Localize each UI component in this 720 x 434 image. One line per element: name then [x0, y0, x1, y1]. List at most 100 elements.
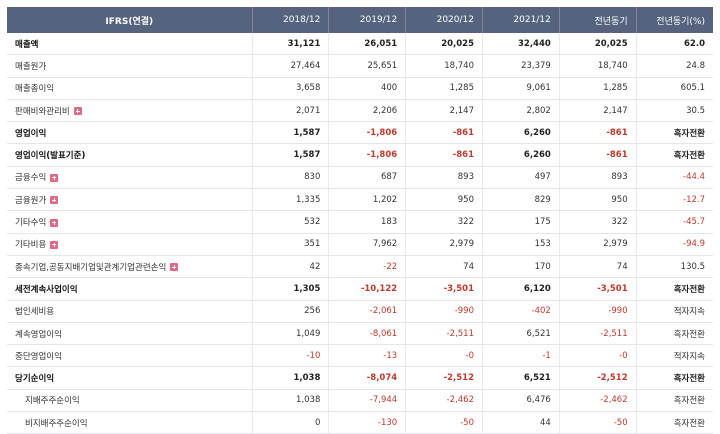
value-cell: -3,501 [405, 277, 483, 301]
value-cell: -12.7 [636, 188, 713, 212]
row-label-cell[interactable]: 금융수익 [7, 166, 253, 190]
value-cell: 3,658 [252, 77, 330, 100]
column-header: 전년동기(%) [636, 7, 713, 33]
value-cell: 20,025 [559, 33, 637, 56]
value-cell: -45.7 [636, 210, 713, 234]
value-cell: 1,587 [252, 121, 330, 145]
value-cell: 62.0 [636, 33, 713, 56]
value-cell: -2,462 [405, 389, 483, 413]
row-label-cell[interactable]: 금융원가 [7, 188, 253, 212]
expand-plus-icon[interactable] [170, 263, 179, 272]
row-label: 비지배주주순이익 [25, 418, 88, 429]
row-label-cell: 계속영업이익 [7, 322, 253, 346]
value-cell: 605.1 [636, 77, 713, 100]
value-cell: -861 [405, 121, 483, 145]
value-cell: -10 [252, 344, 330, 368]
row-label-cell[interactable]: 기타비용 [7, 233, 253, 256]
column-header: 전년동기 [559, 7, 637, 33]
value-cell: 0 [252, 411, 330, 434]
value-cell: 6,476 [482, 389, 560, 413]
value-cell: 20,025 [405, 33, 483, 56]
table-row: 세전계속사업이익 1,305 -10,122 -3,501 6,120 -3,501 흑자전… [7, 277, 713, 301]
value-cell: 6,260 [482, 121, 560, 145]
value-cell: 9,061 [482, 77, 560, 100]
row-label-cell: 매출액 [7, 33, 253, 56]
row-label: 지배주주순이익 [25, 396, 80, 407]
value-cell: 153 [482, 233, 560, 256]
expand-plus-icon[interactable] [50, 218, 59, 227]
table-row: 금융수익 830 687 893 497 893 -44.4 [7, 166, 713, 190]
value-cell: 532 [252, 210, 330, 234]
value-cell: -861 [559, 143, 637, 167]
value-cell: 1,335 [252, 188, 330, 212]
row-label: 영업이익(발표기준) [15, 151, 86, 162]
value-cell: -402 [482, 300, 560, 323]
value-cell: 42 [252, 255, 330, 279]
value-cell: -2,462 [559, 389, 637, 413]
value-cell: 25,651 [328, 54, 407, 78]
row-label-cell: 세전계속사업이익 [7, 277, 253, 301]
value-cell: 2,071 [252, 99, 330, 123]
value-cell: 31,121 [252, 33, 330, 56]
value-cell: 1,038 [252, 389, 330, 413]
row-label: 중단영업이익 [15, 351, 62, 362]
row-label: 기타수익 [15, 218, 47, 229]
table-row: 매출액 31,121 26,051 20,025 32,440 20,025 62.0 [7, 33, 713, 56]
value-cell: 497 [482, 166, 560, 190]
table-row: 당기순이익 1,038 -8,074 -2,512 6,521 -2,512 흑자전환 [7, 366, 713, 390]
value-cell: 950 [405, 188, 483, 212]
value-cell: 18,740 [405, 54, 483, 78]
expand-plus-icon[interactable] [73, 107, 82, 116]
value-cell: 1,202 [328, 188, 407, 212]
value-cell: 6,120 [482, 277, 560, 301]
expand-plus-icon[interactable] [50, 196, 59, 205]
table-row: 법인세비용 256 -2,061 -990 -402 -990 적자지속 [7, 300, 713, 323]
value-cell: 829 [482, 188, 560, 212]
value-cell: 24.8 [636, 54, 713, 78]
table-row: 기타비용 351 7,962 2,979 153 2,979 -94.9 [7, 233, 713, 256]
value-cell: 1,587 [252, 143, 330, 167]
row-label: 매출액 [15, 39, 39, 50]
value-cell: -3,501 [559, 277, 637, 301]
column-header: 2020/12 [405, 7, 483, 33]
value-cell: 74 [405, 255, 483, 279]
column-header: IFRS(연결) [7, 7, 253, 33]
table-body: 매출액 31,121 26,051 20,025 32,440 20,025 62.0 매출원… [7, 33, 713, 434]
value-cell: -7,944 [328, 389, 407, 413]
value-cell: 2,206 [328, 99, 407, 123]
value-cell: 893 [559, 166, 637, 190]
expand-plus-icon[interactable] [50, 240, 59, 249]
value-cell: 351 [252, 233, 330, 256]
row-label-cell: 당기순이익 [7, 366, 253, 390]
row-label: 세전계속사업이익 [15, 284, 78, 295]
value-cell: 30.5 [636, 99, 713, 123]
value-cell: -13 [328, 344, 407, 368]
value-cell: -2,512 [405, 366, 483, 390]
table-row: 영업이익(발표기준) 1,587 -1,806 -861 6,260 -861 흑자전환 [7, 143, 713, 167]
value-cell: 2,979 [559, 233, 637, 256]
row-label-cell: 비지배주주순이익 [7, 411, 253, 434]
row-label: 종속기업,공동지배기업및관계기업관련손익 [15, 262, 167, 273]
row-label-cell[interactable]: 기타수익 [7, 210, 253, 234]
row-label: 금융원가 [15, 195, 47, 206]
table-row: 기타수익 532 183 322 175 322 -45.7 [7, 210, 713, 234]
row-label-cell: 영업이익 [7, 121, 253, 145]
value-cell: 256 [252, 300, 330, 323]
row-label-cell[interactable]: 종속기업,공동지배기업및관계기업관련손익 [7, 255, 253, 279]
value-cell: 1,285 [559, 77, 637, 100]
table-row: 금융원가 1,335 1,202 950 829 950 -12.7 [7, 188, 713, 212]
row-label: 매출원가 [15, 61, 47, 72]
value-cell: 74 [559, 255, 637, 279]
value-cell: -0 [405, 344, 483, 368]
value-cell: 2,147 [405, 99, 483, 123]
value-cell: 흑자전환 [636, 121, 713, 145]
value-cell: 322 [405, 210, 483, 234]
expand-plus-icon[interactable] [50, 173, 59, 182]
value-cell: -44.4 [636, 166, 713, 190]
value-cell: 950 [559, 188, 637, 212]
row-label-cell[interactable]: 판매비와관리비 [7, 99, 253, 123]
value-cell: -2,061 [328, 300, 407, 323]
table-row: 지배주주순이익 1,038 -7,944 -2,462 6,476 -2,462 흑자전환 [7, 389, 713, 413]
row-label-cell: 매출원가 [7, 54, 253, 78]
value-cell: 6,521 [482, 366, 560, 390]
